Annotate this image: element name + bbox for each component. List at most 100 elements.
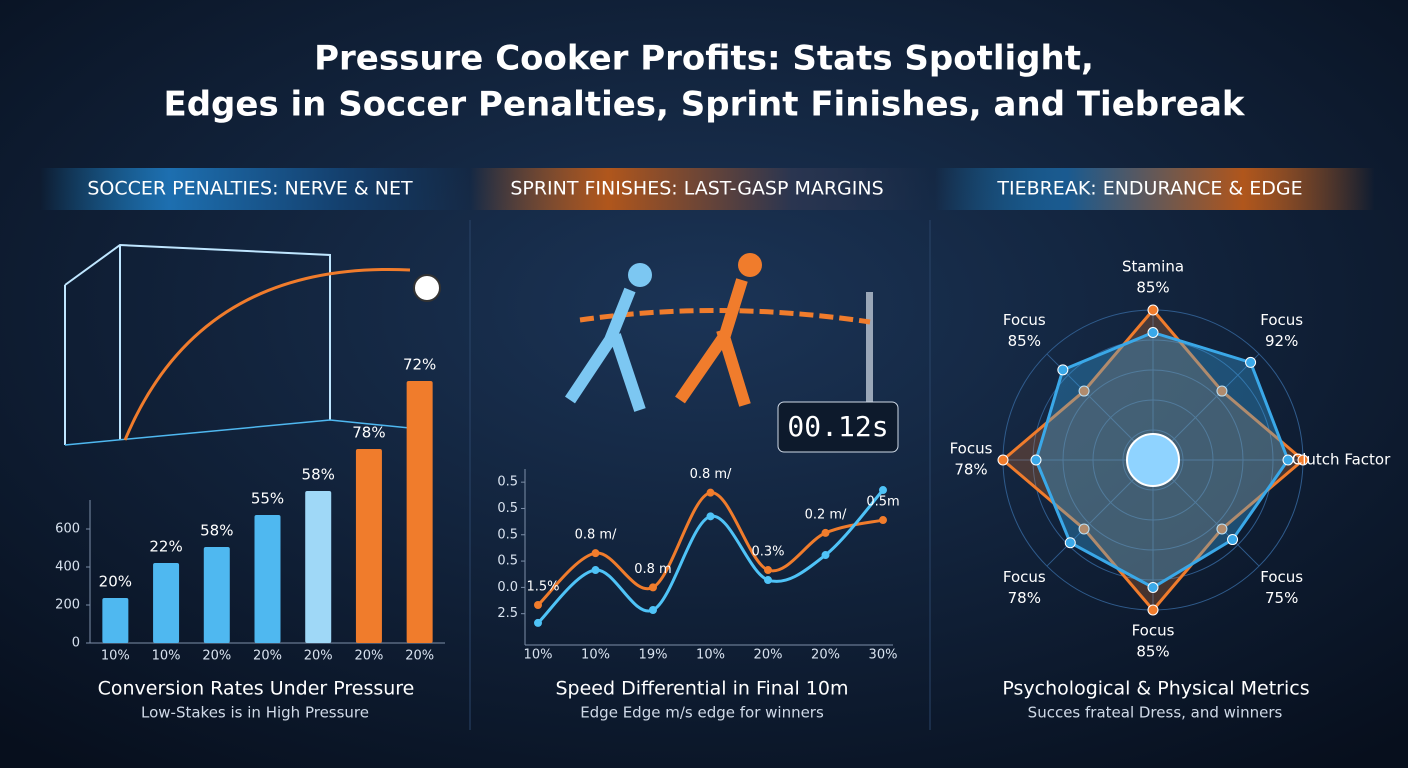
x-tick-label: 30% xyxy=(869,648,898,663)
sprint-illustration xyxy=(565,253,899,453)
point-annotation: 0.2 m/ xyxy=(805,507,847,522)
bar-label: 58% xyxy=(200,522,233,540)
runner xyxy=(738,253,762,277)
header-band xyxy=(935,168,1375,210)
x-tick-label: 20% xyxy=(754,648,783,663)
radar-vertex xyxy=(1297,454,1309,466)
panel-header: SOCCER PENALTIES: NERVE & NET xyxy=(87,178,413,200)
x-tick-label: 10% xyxy=(524,648,553,663)
runner xyxy=(565,287,646,412)
bar xyxy=(102,597,129,643)
bar xyxy=(254,514,281,643)
bar xyxy=(153,563,180,643)
radar-vertex xyxy=(1147,582,1159,593)
radar-value-label: 85% xyxy=(1136,279,1169,297)
point xyxy=(879,516,887,525)
chart-title: Speed Differential in Final 10m xyxy=(556,678,849,700)
point xyxy=(764,566,772,575)
bar-label: 55% xyxy=(251,489,284,507)
x-tick-label: 20% xyxy=(253,649,282,664)
point xyxy=(534,618,542,627)
radar-vertex xyxy=(1147,304,1159,316)
x-tick-label: 10% xyxy=(152,649,181,664)
main-title: Pressure Cooker Profits: Stats Spotlight… xyxy=(314,39,1094,79)
goal-frame xyxy=(64,243,331,445)
radar-vertex xyxy=(1057,364,1069,376)
finish-tape xyxy=(579,308,871,325)
header-band xyxy=(40,168,470,210)
y-tick-label: 0.5 xyxy=(497,527,518,542)
radar-vertex xyxy=(1078,385,1090,397)
point xyxy=(706,512,715,521)
radar-vertex xyxy=(1216,523,1228,535)
bar-label: 72% xyxy=(403,355,436,373)
x-tick-label: 20% xyxy=(354,649,383,664)
radar-vertex xyxy=(1282,454,1294,466)
radar-value-label: 78% xyxy=(954,461,987,479)
bar-label: 58% xyxy=(302,466,335,484)
point xyxy=(649,606,657,615)
radar-category: Clutch Factor xyxy=(1292,451,1391,469)
y-tick-label: 2.5 xyxy=(497,606,518,621)
point-annotation: 0.8 m xyxy=(634,562,671,577)
radar-category: Focus xyxy=(1260,311,1303,329)
x-tick-label: 20% xyxy=(202,649,231,664)
radar-vertex xyxy=(997,454,1009,466)
radar-value-label: 75% xyxy=(1265,589,1298,607)
point-annotation: 0.3% xyxy=(751,545,784,560)
bar-label: 22% xyxy=(149,538,182,556)
radar-category: Focus xyxy=(1260,568,1303,586)
radar-category: Focus xyxy=(1003,568,1046,586)
x-tick-label: 20% xyxy=(405,649,434,664)
point xyxy=(591,549,600,558)
y-tick-label: 0.5 xyxy=(497,501,518,516)
bar xyxy=(305,491,332,643)
radar-category: Focus xyxy=(1132,622,1175,640)
x-tick-label: 20% xyxy=(811,648,840,663)
point xyxy=(879,486,887,495)
radar-value-label: 92% xyxy=(1265,332,1298,350)
y-tick-label: 400 xyxy=(55,560,80,575)
y-tick-label: 0 xyxy=(72,636,80,651)
x-tick-label: 20% xyxy=(304,649,333,664)
ball-arc xyxy=(123,267,411,441)
point-annotation: 0.8 m/ xyxy=(575,528,617,543)
y-tick-label: 600 xyxy=(55,522,80,537)
y-tick-label: 0.5 xyxy=(497,475,518,490)
panel-header: SPRINT FINISHES: LAST-GASP MARGINS xyxy=(510,178,883,200)
chart-subtitle: Low-Stakes is in High Pressure xyxy=(141,704,369,722)
radar-value-label: 85% xyxy=(1136,643,1169,661)
y-tick-label: 0.0 xyxy=(497,580,518,595)
radar-value-label: 85% xyxy=(1008,332,1041,350)
point xyxy=(706,488,715,497)
chart-subtitle: Edge Edge m/s edge for winners xyxy=(580,704,824,722)
bar xyxy=(203,547,230,643)
point xyxy=(764,576,772,585)
point xyxy=(649,583,657,592)
chart-subtitle: Succes frateal Dress, and winners xyxy=(1028,704,1283,722)
bar-label: 78% xyxy=(352,424,385,442)
radar-vertex xyxy=(1147,327,1159,338)
x-tick-label: 19% xyxy=(639,648,668,663)
pitch-line xyxy=(64,419,431,446)
x-tick-label: 10% xyxy=(581,648,610,663)
radar-vertex xyxy=(1078,523,1090,535)
chart-title: Conversion Rates Under Pressure xyxy=(98,678,415,700)
radar-vertex xyxy=(1147,604,1159,616)
point-annotation: 0.5m xyxy=(866,495,899,510)
finish-pole xyxy=(866,292,873,402)
radar-vertex xyxy=(1064,537,1076,549)
bar xyxy=(355,449,382,643)
timer: 00.12s xyxy=(787,410,888,443)
point-annotation: 0.8 m/ xyxy=(690,467,732,482)
radar-vertex xyxy=(1030,454,1042,466)
point xyxy=(591,566,600,575)
radar-category: Focus xyxy=(1003,311,1046,329)
main-title: Edges in Soccer Penalties, Sprint Finish… xyxy=(163,85,1245,125)
radar-category: Focus xyxy=(950,440,993,458)
runner xyxy=(628,263,652,287)
point xyxy=(821,551,830,560)
x-tick-label: 10% xyxy=(696,648,725,663)
